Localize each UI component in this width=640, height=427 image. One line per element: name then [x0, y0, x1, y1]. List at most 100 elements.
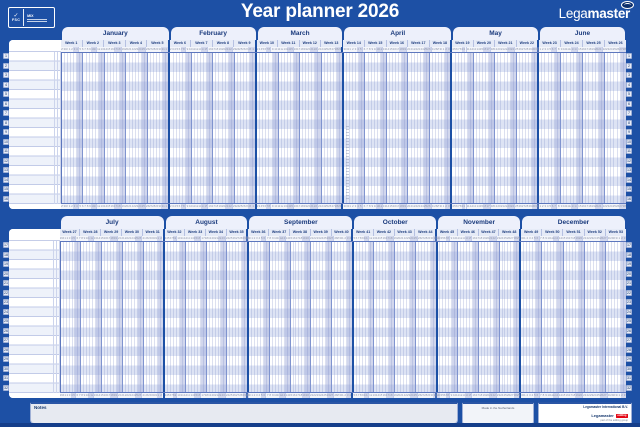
month-tab-february: February: [170, 27, 256, 40]
weekday-cell: [380, 242, 384, 392]
writing-panel: [9, 229, 60, 398]
weekday-cell: [520, 53, 523, 203]
weekday-cell: [529, 53, 533, 203]
weekday-cell: [354, 242, 357, 392]
week-30-dates: 20 21 22 23 24 25 26: [118, 236, 143, 241]
weekday-cell: [452, 53, 456, 203]
weekend-day-cell: [98, 53, 102, 203]
weekend-day-cell: [558, 53, 561, 203]
week-31-column: [144, 242, 164, 392]
week-32-column: [165, 242, 187, 392]
weekend-day-cell: [517, 242, 520, 392]
weekday-cell: [495, 53, 499, 203]
weekday-cell: [257, 53, 261, 203]
weekend-day-cell: [492, 53, 495, 203]
weekday-cell: [108, 53, 112, 203]
weekday-cell: [219, 53, 223, 203]
weekend-day-cell: [496, 242, 499, 392]
weekday-cell: [551, 242, 555, 392]
week-22-dates: 25 26 27 28 29 30 31: [515, 47, 539, 52]
week-26-dates: 22 23 24 25 26 27 28: [602, 204, 626, 209]
week-36-label: Week 36: [248, 229, 270, 236]
week-33-column: [186, 242, 207, 392]
row-23-number-tab: 23: [3, 299, 9, 305]
row-number-tabs-left: 1 2 3 4 5 6 7 8 9 10 11 12 13 14 15 16: [3, 26, 9, 209]
week-41-column: [354, 242, 375, 392]
week-34-dates: 17 18 19 20 21 22 23: [201, 236, 226, 241]
date-numbers-row-bottom: 2930123456789101112131415161718192021222…: [59, 393, 626, 398]
weekday-cell: [111, 242, 114, 392]
weekday-cell: [574, 53, 577, 203]
week-27-label: Week 27: [59, 229, 81, 236]
weekday-cell: [126, 242, 129, 392]
week-29-dates: 13 14 15 16 17 18 19: [93, 236, 119, 241]
weekday-cell: [198, 53, 202, 203]
week-26-label: Week 26: [605, 40, 626, 47]
weekday-cell: [126, 53, 130, 203]
weekday-cell: [545, 53, 549, 203]
row-23-number-tab: 23: [626, 299, 632, 305]
weekday-cell: [303, 53, 307, 203]
weekend-day-cell: [467, 53, 471, 203]
weekday-cell: [407, 242, 410, 392]
weekday-cell: [165, 242, 169, 392]
weekday-cell: [87, 53, 90, 203]
weekend-day-cell: [200, 242, 204, 392]
row-31-number-tab: 31: [3, 375, 9, 381]
weekday-cell: [576, 242, 579, 392]
row-32-number-tab: 32: [626, 384, 632, 391]
weekday-cell: [588, 242, 591, 392]
weekday-cell: [412, 53, 415, 203]
fsc-tree-icon: ✓ FSC: [12, 13, 20, 23]
weekday-cell: [446, 242, 450, 392]
week-26-column: [605, 53, 626, 203]
weekday-cell: [347, 53, 351, 203]
weekday-cell: [508, 53, 511, 203]
notes-panel: Notes: [30, 402, 458, 424]
legamaster-logo: Legamaster: [559, 1, 634, 21]
weekday-cell: [433, 53, 437, 203]
weekend-day-cell: [207, 53, 211, 203]
weekday-cell: [449, 242, 453, 392]
weekday-cell: [570, 242, 573, 392]
week-43-column: [395, 242, 416, 392]
weekday-cell: [133, 53, 136, 203]
row-2-number-tab: 2: [3, 62, 9, 69]
row-32-number-tab: 32: [3, 384, 9, 391]
weekend-day-cell: [535, 53, 538, 203]
edding-group-suffix: part of the edding group: [600, 419, 628, 423]
weekend-day-cell: [620, 242, 624, 392]
weekday-cell: [338, 242, 341, 392]
weekday-cell: [605, 53, 609, 203]
week-14-label: Week 14: [343, 40, 366, 47]
row-9-number-tab: 9: [3, 129, 9, 135]
weekday-cell: [226, 53, 229, 203]
weekend-day-cell: [120, 53, 124, 203]
row-27-number-tab: 27: [3, 337, 9, 343]
weekday-cell: [465, 53, 468, 203]
weekday-cell: [157, 53, 161, 203]
weekend-day-cell: [287, 242, 290, 392]
row-number-tabs-right: 17 18 19 20 21 22 23 24 25 26 27 28 29 30 31 32: [626, 215, 632, 398]
week-6-column: [170, 53, 192, 203]
weekday-cell: [360, 242, 363, 392]
weekday-cell: [213, 53, 217, 203]
weekday-cell: [68, 53, 72, 203]
weekend-day-cell: [532, 53, 536, 203]
weekday-cell: [369, 53, 372, 203]
week-5-dates: 26 27 28 29 30 31 1: [145, 47, 168, 52]
weekend-day-cell: [308, 242, 311, 392]
weekday-cell: [244, 53, 248, 203]
week-13-column: [322, 53, 342, 203]
week-12-dates: 16 17 18 19 20 21 22: [293, 204, 319, 209]
weekday-cell: [238, 53, 241, 203]
week-11-dates: 9 10 11 12 13 14 15: [271, 47, 294, 52]
weekday-cell: [477, 53, 480, 203]
weekday-cell: [485, 242, 488, 392]
weekend-day-cell: [514, 242, 518, 392]
week-28-label: Week 28: [80, 229, 102, 236]
